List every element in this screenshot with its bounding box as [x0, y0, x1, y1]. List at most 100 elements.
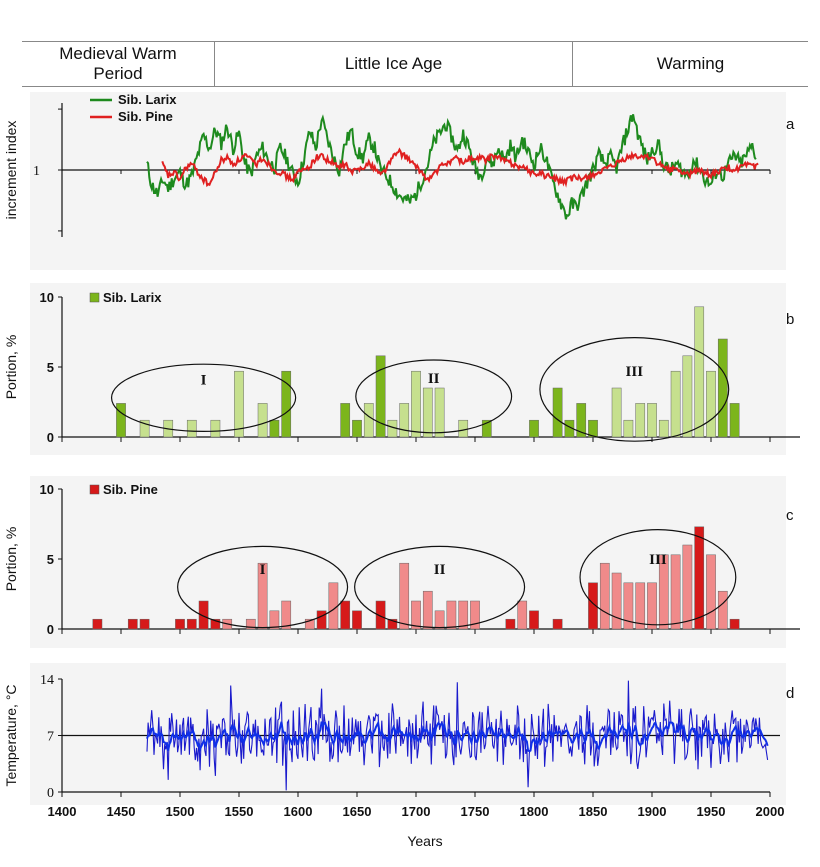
legend-swatch-c: [89, 484, 100, 495]
bar-b: [422, 387, 433, 438]
bar-c: [706, 554, 716, 630]
period-header: Medieval Warm Period Little Ice Age Warm…: [22, 41, 808, 87]
bar-c: [340, 600, 351, 630]
bar-b: [729, 403, 740, 438]
bar-c: [529, 610, 539, 630]
y-axis-label-c: Portion, %: [3, 527, 19, 592]
bar-b: [269, 419, 280, 438]
group-ellipse-c: [177, 545, 349, 629]
bar-c: [422, 590, 433, 630]
bar-c: [470, 600, 480, 630]
bar-c: [127, 618, 138, 630]
group-label-b: III: [626, 364, 644, 380]
x-tick-label-d: 1800: [520, 804, 549, 819]
bar-c: [316, 610, 327, 630]
panel-label-d: d: [786, 685, 794, 702]
bar-b: [458, 419, 469, 438]
bar-b: [588, 419, 598, 438]
bar-c: [387, 618, 398, 630]
bar-c: [658, 554, 669, 630]
panel-d: Temperature, °C d 0 7 14 1400 1450 1500 1550 1600…: [3, 663, 794, 849]
bar-b: [481, 419, 492, 438]
legend-swatch-b: [89, 292, 100, 303]
bar-c: [446, 600, 457, 630]
bar-b: [116, 403, 126, 438]
bar-b: [658, 419, 669, 438]
y-tick-label-b: 10: [40, 290, 54, 305]
series-line-a: [146, 114, 757, 220]
period-little-ice-age: Little Ice Age: [215, 42, 573, 86]
bar-b: [210, 419, 221, 438]
bar-c: [92, 618, 103, 630]
bar-c: [399, 562, 410, 630]
group-ellipse-c: [354, 545, 526, 629]
bar-b: [635, 403, 646, 438]
bar-c: [175, 618, 185, 630]
legend-label-a: Sib. Pine: [118, 109, 173, 124]
y-tick-label-a: 1: [33, 164, 40, 179]
x-tick-label-d: 1550: [225, 804, 254, 819]
bar-c: [458, 600, 469, 630]
bar-b: [623, 419, 634, 438]
y-tick-label-d: 0: [47, 786, 54, 801]
bar-c: [375, 600, 386, 630]
bar-c: [269, 610, 280, 630]
bar-c: [304, 618, 315, 630]
group-label-b: II: [428, 371, 440, 387]
bar-b: [139, 419, 150, 438]
x-tick-label-d: 1850: [579, 804, 608, 819]
bar-b: [281, 370, 292, 438]
bar-b: [706, 370, 716, 438]
legend-label-c: Sib. Pine: [103, 482, 158, 497]
bar-c: [352, 610, 362, 630]
bar-b: [670, 370, 681, 438]
bar-b: [694, 306, 705, 438]
x-tick-label-d: 1400: [48, 804, 77, 819]
x-tick-label-d: 1450: [107, 804, 136, 819]
bar-c: [139, 618, 150, 630]
bar-b: [186, 419, 197, 438]
bar-c: [682, 544, 693, 630]
bar-c: [198, 600, 209, 630]
bar-b: [717, 338, 728, 438]
bar-b: [352, 419, 362, 438]
series-smooth-line-d: [146, 719, 769, 753]
y-tick-label-d: 14: [40, 673, 54, 688]
y-axis-label-b: Portion, %: [3, 335, 19, 400]
bar-b: [682, 355, 693, 438]
bar-b: [576, 403, 587, 438]
bar-c: [186, 618, 197, 630]
bar-b: [411, 370, 421, 438]
x-axis-title: Years: [407, 833, 442, 849]
bar-c: [717, 590, 728, 630]
legend-label-b: Sib. Larix: [103, 290, 162, 305]
y-tick-label-b: 5: [47, 360, 54, 375]
y-tick-label-c: 0: [47, 622, 54, 637]
bar-b: [363, 403, 374, 438]
bar-c: [647, 582, 657, 630]
bar-b: [434, 387, 445, 438]
bar-c: [670, 554, 681, 630]
bar-b: [552, 387, 563, 438]
series-line-a: [161, 147, 759, 188]
y-tick-label-c: 10: [40, 482, 54, 497]
bar-c: [517, 600, 528, 630]
period-warming: Warming: [656, 54, 725, 73]
bar-c: [210, 618, 221, 630]
group-ellipse-b: [355, 359, 513, 434]
bar-c: [623, 582, 634, 630]
bar-b: [647, 403, 657, 438]
group-label-b: I: [201, 373, 207, 389]
bar-b: [375, 355, 386, 438]
bar-b: [257, 403, 268, 438]
group-ellipse-c: [579, 529, 737, 626]
x-tick-label-d: 1500: [166, 804, 195, 819]
y-tick-label-b: 0: [47, 430, 54, 445]
bar-c: [599, 562, 610, 630]
bar-c: [411, 600, 421, 630]
bar-c: [552, 618, 563, 630]
x-tick-label-d: 1650: [343, 804, 372, 819]
